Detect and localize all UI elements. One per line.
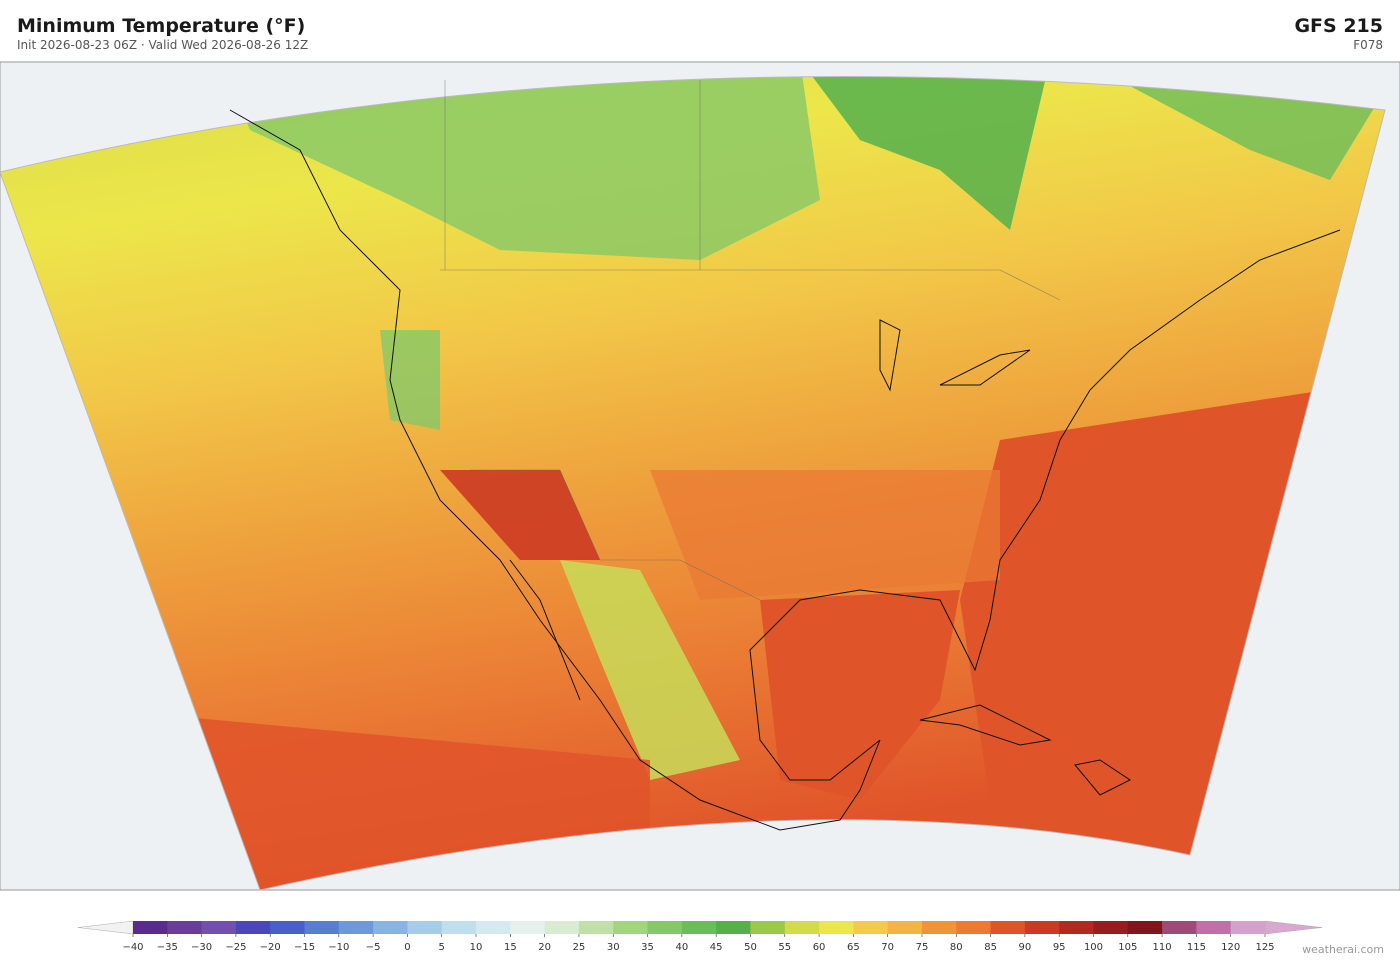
colorbar-segment xyxy=(407,921,443,934)
colorbar-segment xyxy=(956,921,991,934)
colorbar-under xyxy=(77,920,134,935)
colorbar-tick-label: 125 xyxy=(1255,942,1274,953)
colorbar-segment xyxy=(270,921,305,934)
colorbar-segment xyxy=(510,921,546,934)
colorbar-segment xyxy=(784,921,820,934)
colorbar-segment xyxy=(990,921,1026,934)
colorbar-tick-label: −5 xyxy=(366,942,381,953)
colorbar-segment xyxy=(235,921,271,934)
colorbar-tick-label: 15 xyxy=(504,942,517,953)
colorbar-tick-label: 120 xyxy=(1221,942,1240,953)
colorbar-segment xyxy=(1196,921,1232,934)
colorbar-tick-label: 90 xyxy=(1019,942,1032,953)
colorbar-tick-label: −30 xyxy=(191,942,212,953)
colorbar-tick-label: −25 xyxy=(225,942,246,953)
colorbar-segment xyxy=(1024,921,1060,934)
borders xyxy=(440,80,1061,601)
colorbar-segment xyxy=(887,921,923,934)
colorbar-tick-label: 35 xyxy=(641,942,654,953)
colorbar-segment xyxy=(1230,921,1266,934)
colorbar-segment xyxy=(819,921,854,934)
colorbar-tick-label: 110 xyxy=(1153,942,1172,953)
colorbar-segment xyxy=(613,921,648,934)
colorbar-tick-label: −40 xyxy=(122,942,143,953)
colorbar-tick-label: 25 xyxy=(573,942,586,953)
colorbar-tick-label: 10 xyxy=(470,942,483,953)
colorbar-tick-label: −15 xyxy=(294,942,315,953)
forecast-hour: F078 xyxy=(1353,38,1383,52)
colorbar-segment xyxy=(578,921,614,934)
coastlines xyxy=(229,109,1341,831)
colorbar-segment xyxy=(1162,921,1197,934)
colorbar-segment xyxy=(853,921,889,934)
subtitle: Init 2026-08-23 06Z · Valid Wed 2026-08-… xyxy=(17,38,309,52)
colorbar-tick-label: −20 xyxy=(260,942,281,953)
colorbar-tick-label: 55 xyxy=(778,942,791,953)
colorbar-segment xyxy=(544,921,580,934)
colorbar-segment xyxy=(338,921,374,934)
colorbar-tick-label: 80 xyxy=(950,942,963,953)
colorbar-segment xyxy=(201,921,237,934)
colorbar-segment xyxy=(647,921,683,934)
title: Minimum Temperature (°F) xyxy=(17,15,306,37)
colorbar-tick-label: 30 xyxy=(607,942,620,953)
colorbar-segment xyxy=(167,921,203,934)
colorbar-tick-label: −35 xyxy=(157,942,178,953)
colorbar-segment xyxy=(373,921,408,934)
colorbar-segment xyxy=(716,921,751,934)
colorbar-tick-label: 115 xyxy=(1187,942,1206,953)
domain-edge xyxy=(0,76,1386,891)
colorbar-segment xyxy=(133,921,168,934)
colorbar-tick-label: 0 xyxy=(404,942,410,953)
colorbar-segment xyxy=(1093,921,1129,934)
colorbar-segment xyxy=(476,921,511,934)
colorbar-segment xyxy=(921,921,957,934)
colorbar-tick-label: 40 xyxy=(675,942,688,953)
colorbar-over xyxy=(1264,920,1323,935)
colorbar-tick-label: 95 xyxy=(1053,942,1066,953)
colorbar-tick-label: 50 xyxy=(744,942,757,953)
colorbar-tick-label: 70 xyxy=(881,942,894,953)
colorbar-segment xyxy=(681,921,717,934)
credit: weatherai.com xyxy=(1302,943,1384,956)
colorbar-segment xyxy=(750,921,786,934)
colorbar-segment xyxy=(1127,921,1163,934)
colorbar-tick-label: 45 xyxy=(710,942,723,953)
colorbar-segment xyxy=(1059,921,1094,934)
colorbar-tick-label: −10 xyxy=(328,942,349,953)
colorbar-segment xyxy=(441,921,477,934)
model: GFS 215 xyxy=(1294,15,1383,37)
colorbar-segment xyxy=(304,921,340,934)
colorbar-tick-label: 60 xyxy=(813,942,826,953)
colorbar-tick-label: 20 xyxy=(538,942,551,953)
colorbar-tick-label: 100 xyxy=(1084,942,1103,953)
colorbar-tick-label: 5 xyxy=(439,942,445,953)
colorbar-tick-label: 105 xyxy=(1118,942,1137,953)
colorbar-tick-label: 75 xyxy=(916,942,929,953)
colorbar-tick-label: 65 xyxy=(847,942,860,953)
colorbar-tick-label: 85 xyxy=(984,942,997,953)
